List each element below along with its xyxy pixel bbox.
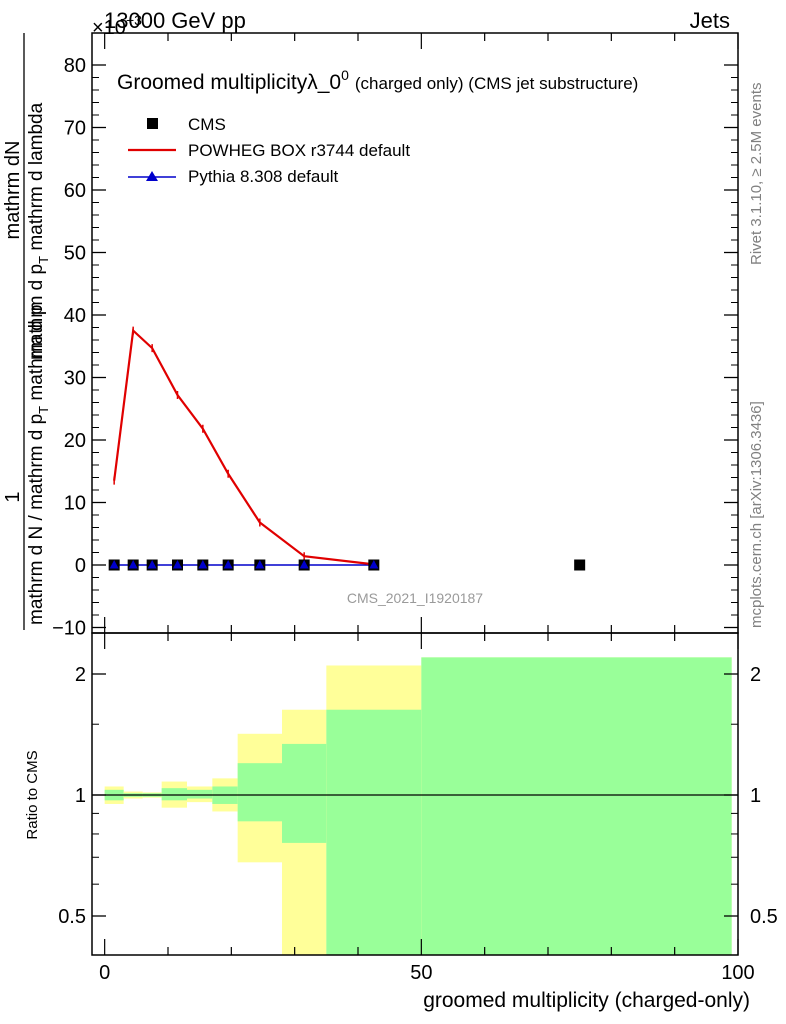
pythia-point [173,560,182,569]
side-label-top: Rivet 3.1.10, ≥ 2.5M events [748,83,765,266]
y-label-left: mathrm d N / mathrm d pT mathrm d p [26,305,51,626]
legend-cms-label: CMS [188,115,226,134]
header-right: Jets [690,8,730,33]
ratio-y-tick-label: 1 [75,785,86,807]
main-y-tick-label: −10 [52,618,86,640]
y-label-frac-prefix: 1 [2,491,24,502]
series-layer [108,326,586,571]
pythia-point [147,560,157,569]
ratio-x-tick-label: 50 [410,962,432,984]
ratio-band-inner [282,743,327,843]
pythia-point [128,560,138,569]
main-y-tick-label: 20 [64,430,86,452]
ratio-band-inner [421,657,732,955]
header-left: 13000 GeV pp [104,8,246,33]
legend-pythia-label: Pythia 8.308 default [188,167,339,186]
legend: CMS POWHEG BOX r3744 default Pythia 8.30… [128,115,410,186]
main-x-ticks [104,33,739,633]
pythia-point [299,560,309,569]
powheg-line [113,328,374,566]
ratio-y-label: Ratio to CMS [24,750,41,839]
ratio-y-tick-label: 0.5 [58,906,86,928]
pythia-point [198,560,208,569]
pythia-point [223,560,233,569]
pythia-point [255,560,265,569]
side-label-bottom: mcplots.cern.ch [arXiv:1306.3436] [748,401,765,628]
pythia-point [109,560,119,569]
ratio-y-tick-label-right: 2 [750,664,761,686]
main-y-tick-label: 10 [64,493,86,515]
y-label-denominator: mathrm d pT mathrm d lambda [26,102,51,360]
ratio-band-inner [326,709,422,955]
main-y-tick-label: 70 [64,118,86,140]
main-y-tick-label: 50 [64,243,86,265]
main-y-tick-label: 0 [75,555,86,577]
ratio-panel: 0.5 0.5 1 1 2 2 0 50 100 Ratio to CMS groomed m… [24,632,778,1012]
watermark: CMS_2021_I1920187 [347,590,483,606]
y-label-numerator: mathrm dN [2,141,24,240]
x-axis-label: groomed multiplicity (charged-only) [423,989,750,1012]
main-title: Groomed multiplicityλ_00 (charged only) (… [117,67,638,94]
main-y-tick-label: 40 [64,305,86,327]
ratio-y-tick-label-right: 0.5 [750,906,778,928]
exponent-label: ×10−3 [92,12,142,39]
main-y-tick-label: 30 [64,368,86,390]
main-panel: −10 0 10 20 30 40 50 60 70 80 Groomed multiplicit… [2,32,739,640]
ratio-frame [91,632,739,956]
ratio-y-tick-label-right: 1 [750,785,761,807]
ratio-band-inner [237,763,282,822]
pythia-point [369,560,379,569]
legend-cms-marker [147,118,158,129]
main-y-axis: −10 0 10 20 30 40 50 60 70 80 [52,55,738,640]
main-y-tick-label: 60 [64,180,86,202]
legend-pythia-marker [146,171,158,181]
ratio-x-tick-label: 100 [721,962,754,984]
ratio-y-axis: 0.5 0.5 1 1 2 2 [58,664,778,928]
ratio-band-inner [161,788,187,801]
cms-point [574,559,586,571]
ratio-bands [104,657,732,955]
legend-powheg-label: POWHEG BOX r3744 default [188,141,410,160]
ratio-y-tick-label: 2 [75,664,86,686]
ratio-band-inner [187,789,213,799]
main-y-label: 1 mathrm dN mathrm d N / mathrm d pT mat… [2,33,51,630]
ratio-x-axis: 0 50 100 [99,633,755,984]
ratio-x-tick-label: 0 [99,962,110,984]
main-y-tick-label: 80 [64,55,86,77]
